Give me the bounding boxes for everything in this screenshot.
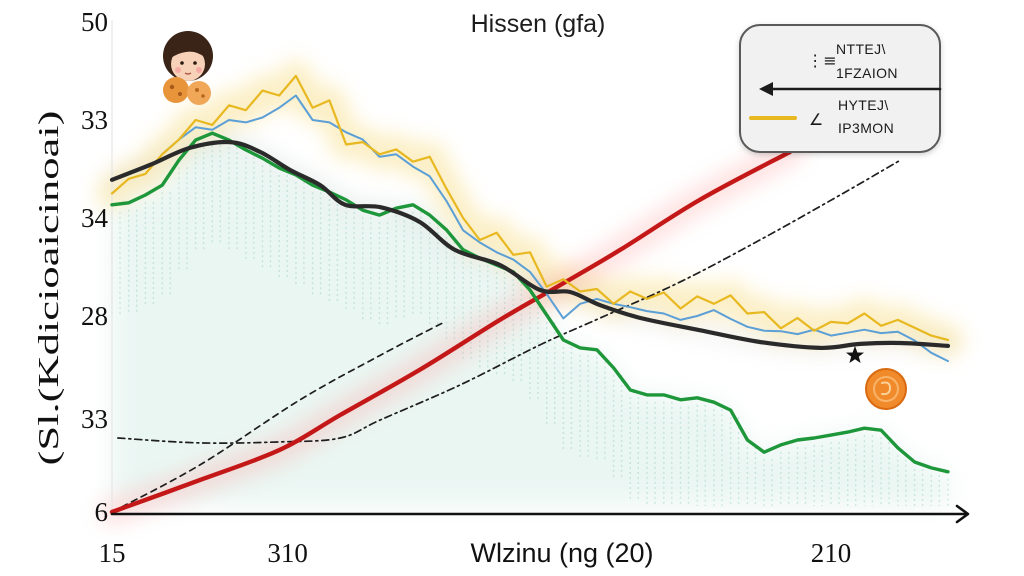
avatar-mouth xyxy=(184,72,192,75)
star-icon xyxy=(846,346,864,363)
x-tick-label: 210 xyxy=(811,538,852,568)
y-tick-label: 6 xyxy=(95,497,109,527)
avatar-cheek xyxy=(175,67,181,73)
yellow-series-line xyxy=(110,74,950,342)
avatar-cheek xyxy=(196,67,202,73)
hatch-marks xyxy=(111,140,949,506)
y-tick-label: 28 xyxy=(81,301,108,331)
green-series-shade xyxy=(112,133,948,505)
dashed-series-line-2 xyxy=(117,159,902,444)
red-series-line xyxy=(109,149,793,515)
coin-icon xyxy=(865,368,907,410)
green-series-line xyxy=(110,131,950,474)
avatar-cookie xyxy=(163,77,189,103)
chart-title: Hissen (gfa) xyxy=(471,10,606,38)
x-tick-label: 15 xyxy=(99,538,126,568)
arrow-left-icon xyxy=(759,82,773,96)
grid-glyph-icon: ⋮≡ xyxy=(807,51,836,70)
y-tick-label: 33 xyxy=(81,404,108,434)
y-axis-label: (Sl.(Kdicioaicinoai) xyxy=(34,111,65,466)
cookie-spot xyxy=(201,94,205,98)
angle-icon: ∠ xyxy=(809,110,823,129)
y-tick-label: 34 xyxy=(81,203,109,233)
x-tick-label: 310 xyxy=(267,538,308,568)
coin-ring xyxy=(873,376,899,402)
blue-series-line xyxy=(161,94,949,363)
x-axis-arrow-icon xyxy=(955,504,970,524)
cookie-spot xyxy=(169,84,175,90)
legend-entry-2-line-2: IP3MON xyxy=(838,120,894,136)
legend-entry-1-line-2: 1FZAION xyxy=(836,65,898,81)
legend-arrow-swatch xyxy=(759,82,942,96)
cookie-spot xyxy=(178,92,182,96)
y-tick-label: 50 xyxy=(81,7,108,37)
coin-swirl xyxy=(881,381,892,396)
legend: ⋮≡ NTTEJ\ 1FZAION ∠ HYTEJ\ IP3MON xyxy=(739,24,942,153)
avatar-eye xyxy=(180,61,184,65)
black-series-line xyxy=(109,139,951,351)
avatar-bangs xyxy=(171,43,206,58)
coin-body xyxy=(865,368,907,410)
avatar-eye xyxy=(193,61,197,65)
x-axis-label: Wlzinu (ng (20) xyxy=(470,538,653,568)
legend-entry-2-line-1: HYTEJ\ xyxy=(838,97,889,113)
girl-avatar-icon xyxy=(163,31,213,105)
y-tick-label: 33 xyxy=(81,105,108,135)
cookie-spot xyxy=(195,88,199,92)
legend-entry-1-line-1: NTTEJ\ xyxy=(836,41,886,57)
dashed-series-line-1 xyxy=(111,321,446,513)
avatar-cookie xyxy=(187,81,211,105)
